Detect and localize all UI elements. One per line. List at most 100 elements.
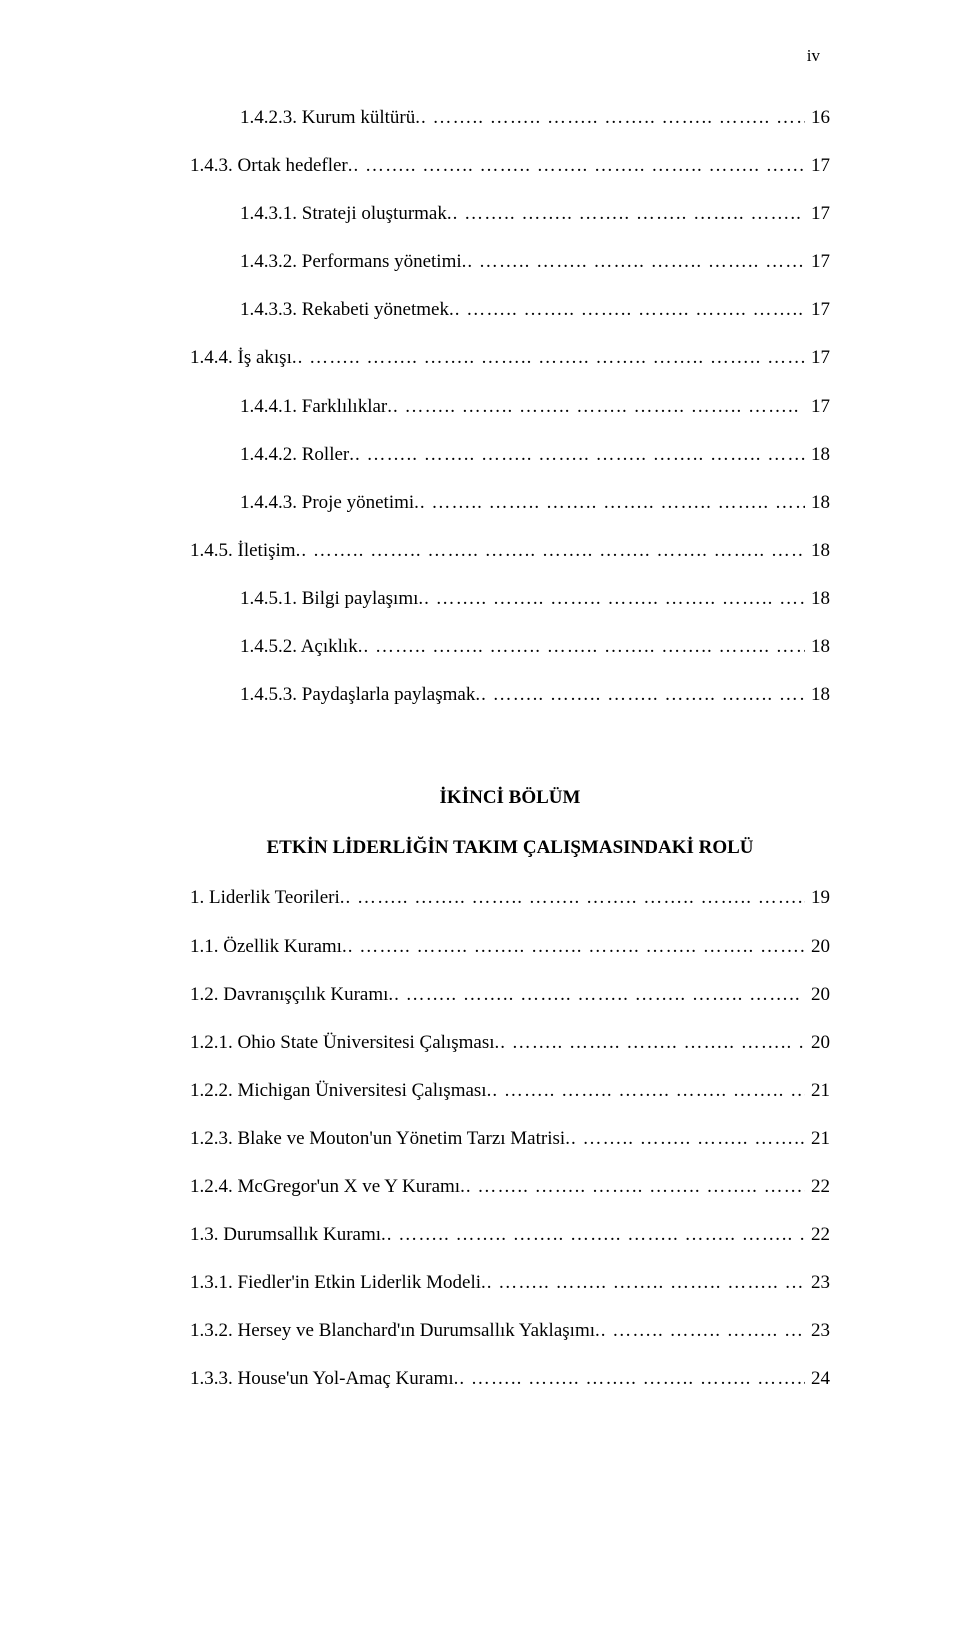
toc-entry: 1.4.5.1. Bilgi paylaşımı 18	[190, 581, 830, 617]
toc-leader-dots	[460, 1169, 805, 1205]
toc-leader-dots	[418, 581, 805, 617]
toc-entry-page: 20	[805, 977, 830, 1013]
toc-entry-page: 17	[805, 340, 830, 376]
toc-entry: 1.2.2. Michigan Üniversitesi Çalışması 2…	[190, 1073, 830, 1109]
toc-leader-dots	[349, 437, 805, 473]
toc-entry: 1.2.1. Ohio State Üniversitesi Çalışması…	[190, 1025, 830, 1061]
toc-entry-label: 1.4.5.3. Paydaşlarla paylaşmak	[190, 677, 475, 713]
toc-leader-dots	[358, 629, 805, 665]
toc-leader-dots	[340, 880, 805, 916]
toc-list-bottom: 1. Liderlik Teorileri 19 1.1. Özellik Kur…	[190, 880, 830, 1397]
toc-entry-label: 1.4.3.3. Rekabeti yönetmek	[190, 292, 449, 328]
toc-leader-dots	[414, 485, 805, 521]
toc-entry-label: 1.4.4.1. Farklılıklar	[190, 389, 387, 425]
toc-entry-page: 18	[805, 677, 830, 713]
toc-leader-dots	[462, 244, 805, 280]
toc-entry-page: 18	[805, 533, 830, 569]
toc-entry: 1.4.5.3. Paydaşlarla paylaşmak 18	[190, 677, 830, 713]
toc-entry-page: 17	[805, 389, 830, 425]
toc-leader-dots	[381, 1217, 805, 1253]
toc-leader-dots	[415, 100, 805, 136]
toc-entry-page: 17	[805, 196, 830, 232]
toc-leader-dots	[565, 1121, 805, 1157]
toc-entry: 1.4.5. İletişim 18	[190, 533, 830, 569]
toc-entry: 1.4.3. Ortak hedefler 17	[190, 148, 830, 184]
toc-entry-page: 17	[805, 244, 830, 280]
toc-entry: 1.4.4.3. Proje yönetimi 18	[190, 485, 830, 521]
toc-entry-label: 1. Liderlik Teorileri	[190, 880, 340, 916]
toc-entry-page: 23	[805, 1265, 830, 1301]
toc-entry: 1.4.4. İş akışı 17	[190, 340, 830, 376]
toc-entry: 1.4.2.3. Kurum kültürü 16	[190, 100, 830, 136]
toc-entry-label: 1.2. Davranışçılık Kuramı	[190, 977, 388, 1013]
toc-leader-dots	[495, 1025, 805, 1061]
toc-leader-dots	[296, 533, 805, 569]
toc-entry-page: 18	[805, 485, 830, 521]
toc-entry-page: 21	[805, 1073, 830, 1109]
toc-leader-dots	[388, 977, 805, 1013]
toc-leader-dots	[481, 1265, 805, 1301]
toc-leader-dots	[387, 389, 805, 425]
toc-entry-label: 1.4.5.1. Bilgi paylaşımı	[190, 581, 418, 617]
toc-entry-label: 1.2.2. Michigan Üniversitesi Çalışması	[190, 1073, 487, 1109]
toc-entry: 1.1. Özellik Kuramı 20	[190, 929, 830, 965]
toc-entry-label: 1.3.2. Hersey ve Blanchard'ın Durumsallı…	[190, 1313, 595, 1349]
toc-entry: 1.2.3. Blake ve Mouton'un Yönetim Tarzı …	[190, 1121, 830, 1157]
toc-entry: 1.4.4.1. Farklılıklar 17	[190, 389, 830, 425]
toc-entry-label: 1.4.3. Ortak hedefler	[190, 148, 348, 184]
toc-entry-label: 1.2.1. Ohio State Üniversitesi Çalışması	[190, 1025, 495, 1061]
toc-entry-label: 1.1. Özellik Kuramı	[190, 929, 342, 965]
toc-list-top: 1.4.2.3. Kurum kültürü 16 1.4.3. Ortak he…	[190, 100, 830, 713]
toc-entry-page: 18	[805, 581, 830, 617]
toc-entry-label: 1.4.3.2. Performans yönetimi	[190, 244, 462, 280]
toc-leader-dots	[449, 292, 805, 328]
toc-entry-page: 16	[805, 100, 830, 136]
toc-entry: 1.4.3.3. Rekabeti yönetmek 17	[190, 292, 830, 328]
toc-entry-label: 1.4.2.3. Kurum kültürü	[190, 100, 415, 136]
toc-entry-page: 22	[805, 1169, 830, 1205]
toc-entry-page: 24	[805, 1361, 830, 1397]
toc-entry-label: 1.2.3. Blake ve Mouton'un Yönetim Tarzı …	[190, 1121, 565, 1157]
toc-entry: 1.3.2. Hersey ve Blanchard'ın Durumsallı…	[190, 1313, 830, 1349]
toc-leader-dots	[348, 148, 805, 184]
toc-entry-page: 21	[805, 1121, 830, 1157]
toc-entry: 1.3.3. House'un Yol-Amaç Kuramı 24	[190, 1361, 830, 1397]
toc-entry-page: 18	[805, 629, 830, 665]
toc-entry-label: 1.4.4.2. Roller	[190, 437, 349, 473]
toc-entry-label: 1.4.4.3. Proje yönetimi	[190, 485, 414, 521]
toc-entry-page: 17	[805, 292, 830, 328]
toc-entry-label: 1.3. Durumsallık Kuramı	[190, 1217, 381, 1253]
toc-entry-label: 1.3.1. Fiedler'in Etkin Liderlik Modeli	[190, 1265, 481, 1301]
toc-leader-dots	[595, 1313, 805, 1349]
toc-entry-page: 20	[805, 929, 830, 965]
toc-entry-page: 17	[805, 148, 830, 184]
toc-entry: 1.3. Durumsallık Kuramı 22	[190, 1217, 830, 1253]
section-heading-2: ETKİN LİDERLİĞİN TAKIM ÇALIŞMASINDAKİ RO…	[190, 830, 830, 866]
toc-entry-label: 1.4.4. İş akışı	[190, 340, 292, 376]
toc-leader-dots	[292, 340, 805, 376]
toc-entry-label: 1.4.5. İletişim	[190, 533, 296, 569]
toc-leader-dots	[342, 929, 805, 965]
toc-entry: 1.3.1. Fiedler'in Etkin Liderlik Modeli …	[190, 1265, 830, 1301]
toc-entry-page: 20	[805, 1025, 830, 1061]
toc-entry-page: 22	[805, 1217, 830, 1253]
toc-leader-dots	[447, 196, 805, 232]
page-number: iv	[807, 40, 820, 72]
section-heading-1: İKİNCİ BÖLÜM	[190, 780, 830, 816]
toc-entry-label: 1.2.4. McGregor'un X ve Y Kuramı	[190, 1169, 460, 1205]
toc-entry: 1.4.3.1. Strateji oluşturmak 17	[190, 196, 830, 232]
toc-leader-dots	[487, 1073, 805, 1109]
toc-leader-dots	[454, 1361, 805, 1397]
toc-entry: 1.2. Davranışçılık Kuramı 20	[190, 977, 830, 1013]
toc-leader-dots	[475, 677, 805, 713]
toc-entry-page: 18	[805, 437, 830, 473]
toc-entry: 1.4.3.2. Performans yönetimi 17	[190, 244, 830, 280]
toc-entry-label: 1.3.3. House'un Yol-Amaç Kuramı	[190, 1361, 454, 1397]
toc-entry-label: 1.4.3.1. Strateji oluşturmak	[190, 196, 447, 232]
toc-entry: 1.4.4.2. Roller 18	[190, 437, 830, 473]
toc-entry-label: 1.4.5.2. Açıklık	[190, 629, 358, 665]
toc-entry-page: 19	[805, 880, 830, 916]
toc-entry-page: 23	[805, 1313, 830, 1349]
toc-entry: 1.2.4. McGregor'un X ve Y Kuramı 22	[190, 1169, 830, 1205]
toc-entry: 1.4.5.2. Açıklık 18	[190, 629, 830, 665]
